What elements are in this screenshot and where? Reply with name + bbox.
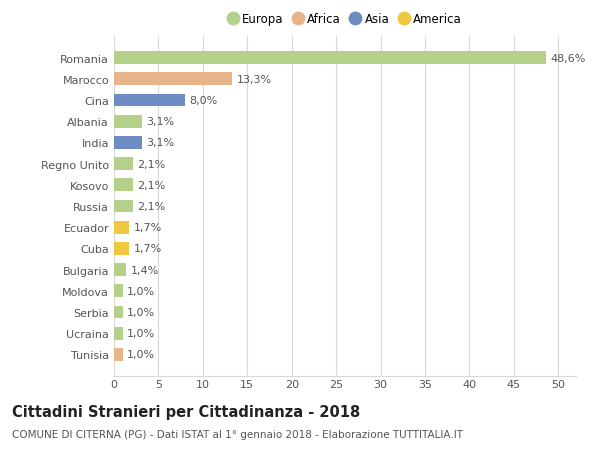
Legend: Europa, Africa, Asia, America: Europa, Africa, Asia, America [223,9,467,31]
Bar [114,263,127,276]
Text: 2,1%: 2,1% [137,180,166,190]
Bar [114,73,232,86]
Text: COMUNE DI CITERNA (PG) - Dati ISTAT al 1° gennaio 2018 - Elaborazione TUTTITALIA: COMUNE DI CITERNA (PG) - Dati ISTAT al 1… [12,429,463,439]
Bar [114,348,123,361]
Text: 3,1%: 3,1% [146,138,174,148]
Text: 48,6%: 48,6% [550,54,586,63]
Text: 8,0%: 8,0% [190,96,218,106]
Bar [114,200,133,213]
Bar [114,179,133,192]
Bar [114,285,123,297]
Text: 1,7%: 1,7% [134,223,162,233]
Text: 1,0%: 1,0% [127,329,155,338]
Bar [114,116,142,129]
Text: 1,0%: 1,0% [127,286,155,296]
Text: 3,1%: 3,1% [146,117,174,127]
Bar [114,137,142,150]
Bar [114,221,129,234]
Bar [114,327,123,340]
Bar [114,306,123,319]
Text: 2,1%: 2,1% [137,159,166,169]
Text: 1,0%: 1,0% [127,308,155,317]
Bar [114,242,129,255]
Text: 1,4%: 1,4% [131,265,159,275]
Text: 13,3%: 13,3% [236,75,272,84]
Bar [114,52,546,65]
Bar [114,95,185,107]
Bar [114,158,133,171]
Text: Cittadini Stranieri per Cittadinanza - 2018: Cittadini Stranieri per Cittadinanza - 2… [12,404,360,419]
Text: 1,7%: 1,7% [134,244,162,254]
Text: 1,0%: 1,0% [127,350,155,359]
Text: 2,1%: 2,1% [137,202,166,212]
